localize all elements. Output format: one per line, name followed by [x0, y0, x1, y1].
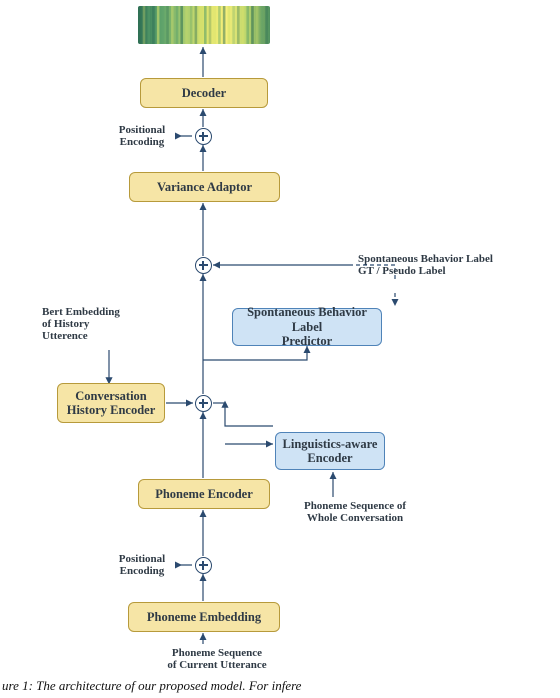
spontaneous-behavior-gt-label: Spontaneous Behavior Label GT / Pseudo L…: [358, 253, 538, 277]
output-spectrogram: [138, 6, 270, 44]
add-node-lower: [195, 395, 212, 412]
phoneme-current-utt-label: Phoneme Sequence of Current Utterance: [147, 647, 287, 671]
sbl-predictor-label: Spontaneous Behavior Label Predictor: [237, 305, 377, 348]
linguistics-encoder-label: Linguistics-aware Encoder: [283, 437, 378, 466]
add-node-mid: [195, 257, 212, 274]
phoneme-embedding-block: Phoneme Embedding: [128, 602, 280, 632]
figure-caption: ure 1: The architecture of our proposed …: [2, 678, 301, 694]
variance-adaptor-label: Variance Adaptor: [157, 180, 252, 194]
conv-history-encoder-block: Conversation History Encoder: [57, 383, 165, 423]
variance-adaptor-block: Variance Adaptor: [129, 172, 280, 202]
figure-caption-text: ure 1: The architecture of our proposed …: [2, 678, 301, 693]
spectrogram-svg: [138, 6, 270, 44]
edges-layer: [0, 0, 560, 698]
phoneme-embedding-label: Phoneme Embedding: [147, 610, 261, 624]
positional-encoding-bottom-label: Positional Encoding: [102, 553, 182, 577]
add-node-bottom: [195, 557, 212, 574]
phoneme-encoder-label: Phoneme Encoder: [155, 487, 253, 501]
decoder-label: Decoder: [182, 86, 226, 100]
phoneme-encoder-block: Phoneme Encoder: [138, 479, 270, 509]
conv-history-encoder-label: Conversation History Encoder: [67, 389, 156, 418]
decoder-block: Decoder: [140, 78, 268, 108]
bert-embedding-label: Bert Embedding of History Utterence: [42, 306, 162, 342]
add-node-top: [195, 128, 212, 145]
positional-encoding-top-label: Positional Encoding: [102, 124, 182, 148]
phoneme-whole-conv-label: Phoneme Sequence of Whole Conversation: [280, 500, 430, 524]
sbl-predictor-block: Spontaneous Behavior Label Predictor: [232, 308, 382, 346]
linguistics-encoder-block: Linguistics-aware Encoder: [275, 432, 385, 470]
